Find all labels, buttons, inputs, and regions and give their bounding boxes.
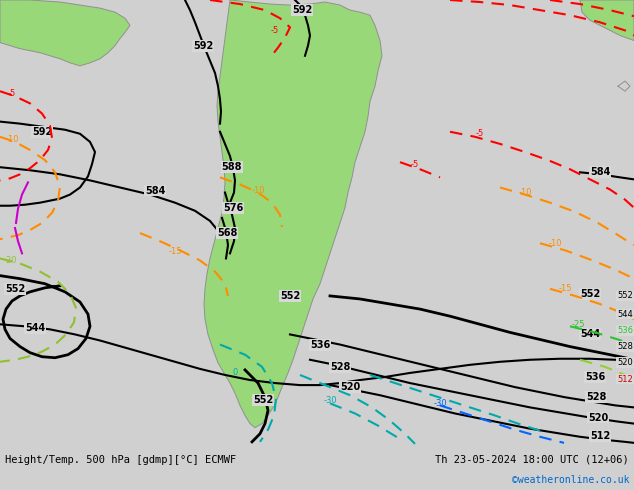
Text: ©weatheronline.co.uk: ©weatheronline.co.uk bbox=[512, 475, 629, 485]
Text: -30: -30 bbox=[433, 399, 447, 408]
Text: 536: 536 bbox=[617, 326, 633, 335]
Text: 536: 536 bbox=[310, 340, 330, 349]
Text: -20: -20 bbox=[3, 256, 16, 265]
Text: 0: 0 bbox=[233, 368, 238, 377]
Text: -5: -5 bbox=[476, 129, 484, 138]
Text: 592: 592 bbox=[32, 127, 52, 137]
Text: -5: -5 bbox=[411, 160, 419, 169]
Text: 520: 520 bbox=[340, 382, 360, 392]
Text: Th 23-05-2024 18:00 UTC (12+06): Th 23-05-2024 18:00 UTC (12+06) bbox=[436, 455, 629, 465]
Text: -25: -25 bbox=[571, 320, 585, 329]
Text: 512: 512 bbox=[617, 374, 633, 384]
Text: -15: -15 bbox=[168, 247, 182, 256]
Text: 528: 528 bbox=[586, 392, 606, 402]
Text: -10: -10 bbox=[518, 188, 532, 197]
Text: -15: -15 bbox=[559, 284, 572, 294]
Polygon shape bbox=[204, 0, 382, 428]
Text: 592: 592 bbox=[292, 5, 312, 15]
Text: -5: -5 bbox=[8, 89, 16, 98]
Text: -5: -5 bbox=[271, 26, 279, 35]
Text: -30: -30 bbox=[323, 396, 337, 405]
Text: 552: 552 bbox=[253, 395, 273, 405]
Text: Height/Temp. 500 hPa [gdmp][°C] ECMWF: Height/Temp. 500 hPa [gdmp][°C] ECMWF bbox=[5, 455, 236, 465]
Text: 544: 544 bbox=[25, 323, 45, 333]
Text: 528: 528 bbox=[617, 342, 633, 351]
Polygon shape bbox=[580, 0, 634, 41]
Polygon shape bbox=[0, 0, 130, 66]
Text: 520: 520 bbox=[588, 413, 608, 422]
Text: 552: 552 bbox=[617, 292, 633, 300]
Text: 536: 536 bbox=[585, 372, 605, 382]
Text: 552: 552 bbox=[280, 291, 300, 301]
Text: 512: 512 bbox=[590, 431, 610, 441]
Text: -10: -10 bbox=[548, 239, 562, 248]
Text: 544: 544 bbox=[617, 310, 633, 318]
Text: 576: 576 bbox=[223, 203, 243, 213]
Text: 528: 528 bbox=[330, 362, 350, 372]
Text: -10: -10 bbox=[251, 186, 265, 195]
Text: 552: 552 bbox=[5, 284, 25, 294]
Text: 584: 584 bbox=[145, 186, 165, 196]
Text: 552: 552 bbox=[580, 289, 600, 299]
Text: -10: -10 bbox=[5, 135, 19, 145]
Text: 584: 584 bbox=[590, 167, 610, 177]
Text: 592: 592 bbox=[193, 41, 213, 50]
Text: 588: 588 bbox=[222, 162, 242, 172]
Text: 568: 568 bbox=[217, 228, 237, 238]
Text: 544: 544 bbox=[580, 329, 600, 340]
Text: 520: 520 bbox=[617, 358, 633, 368]
